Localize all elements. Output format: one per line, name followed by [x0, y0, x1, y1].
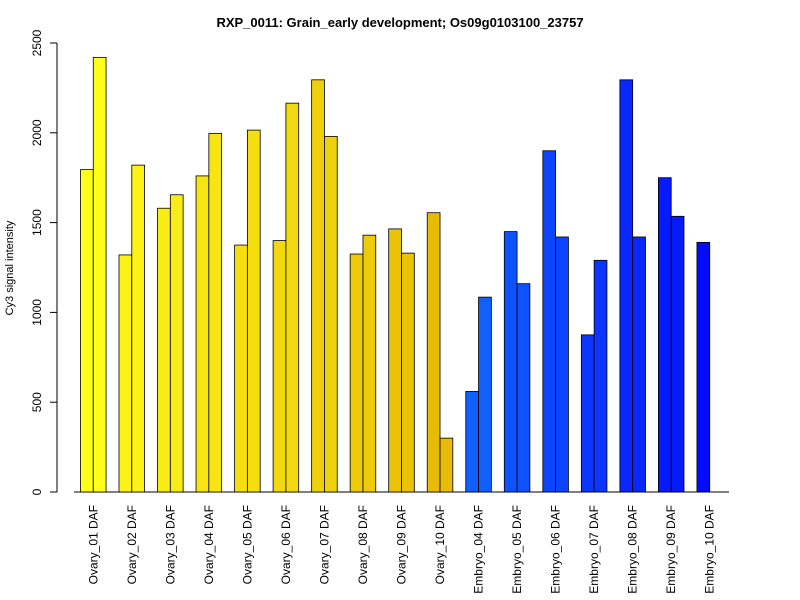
bar [658, 177, 672, 493]
bar [426, 212, 441, 493]
bar [349, 253, 364, 493]
x-tick-label: Ovary_05 DAF [240, 505, 254, 584]
bar [401, 252, 415, 493]
x-tick-label: Ovary_02 DAF [125, 505, 139, 584]
bar [272, 240, 287, 493]
y-tick-label: 0 [30, 488, 44, 495]
bar [503, 231, 518, 493]
bar [580, 334, 595, 493]
y-axis-label: Cy3 signal intensity [4, 220, 16, 315]
x-tick-label: Ovary_01 DAF [86, 505, 100, 584]
x-tick-label: Embryo_09 DAF [664, 505, 678, 594]
x-tick-labels: Ovary_01 DAF Ovary_02 DAF Ovary_03 DAF Ovar… [86, 505, 716, 594]
bar [208, 132, 223, 493]
x-tick-label: Ovary_03 DAF [163, 505, 177, 584]
x-tick-label: Embryo_10 DAF [703, 505, 717, 594]
bar [542, 150, 557, 493]
bar [696, 241, 711, 493]
x-tick-label: Ovary_08 DAF [356, 505, 370, 584]
y-tick-label: 1000 [30, 299, 44, 326]
bar [92, 56, 107, 493]
bar [632, 236, 646, 493]
bar [388, 228, 402, 493]
bar [234, 244, 248, 493]
x-tick-label: Ovary_10 DAF [433, 505, 447, 584]
y-tick-label: 2000 [30, 119, 44, 146]
bar [169, 194, 184, 493]
bar [311, 79, 325, 493]
y-tick-label: 2500 [30, 29, 44, 56]
x-tick-label: Embryo_06 DAF [549, 505, 563, 594]
x-tick-label: Ovary_07 DAF [317, 505, 331, 584]
x-tick-label: Ovary_06 DAF [279, 505, 293, 584]
bar [246, 129, 261, 493]
bar [195, 175, 210, 493]
bar [619, 79, 634, 493]
bar [465, 391, 479, 493]
x-tick-label: Embryo_08 DAF [626, 505, 640, 594]
bar [516, 283, 531, 493]
bar [439, 437, 454, 493]
bar [593, 259, 608, 493]
chart-title: RXP_0011: Grain_early development; Os09g… [216, 15, 583, 30]
bars [80, 56, 711, 493]
bar [157, 207, 171, 493]
x-tick-label: Embryo_04 DAF [472, 505, 486, 594]
bar [555, 236, 569, 493]
bar [478, 296, 492, 493]
x-tick-label: Embryo_05 DAF [510, 505, 524, 594]
bar [80, 169, 94, 493]
y-tick-label: 500 [30, 392, 44, 412]
x-tick-label: Ovary_09 DAF [395, 505, 409, 584]
y-tick-label: 1500 [30, 209, 44, 236]
x-tick-label: Ovary_04 DAF [202, 505, 216, 584]
bar [324, 135, 338, 493]
bar [118, 254, 133, 493]
y-axis: 0 500 1000 1500 2000 2500 [30, 29, 58, 495]
x-tick-label: Embryo_07 DAF [587, 505, 601, 594]
bar [285, 102, 300, 493]
bar [131, 164, 145, 493]
bar [362, 234, 377, 493]
bar [670, 215, 685, 493]
